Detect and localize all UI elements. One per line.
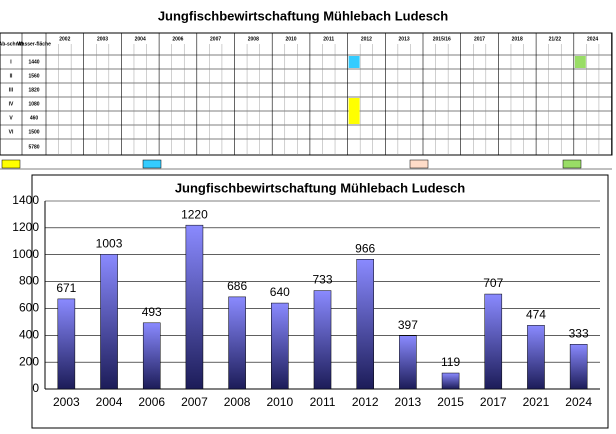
y-tick-label: 400 (19, 327, 39, 341)
bar (527, 325, 545, 390)
value-label: 1003 (96, 236, 123, 250)
x-tick-label: 2003 (53, 395, 80, 409)
table-cell: 5780 (28, 144, 39, 150)
bar (100, 254, 118, 390)
header-cell: 2015/16 (433, 36, 451, 42)
header-cell: 2018 (512, 36, 523, 42)
chart: 0 200 400 600 800 1000 1200 1400 2003 671 2004 1003… (12, 193, 600, 409)
value-label: 119 (441, 355, 460, 369)
y-tick-label: 1000 (12, 247, 39, 261)
x-tick-label: 2004 (96, 395, 123, 409)
bar (185, 224, 204, 390)
header-cell: 2006 (172, 36, 183, 42)
header-cell: 21/22 (549, 36, 562, 42)
cell-green (574, 56, 586, 68)
header-cell: 2003 (97, 36, 108, 42)
value-label: 474 (526, 308, 546, 322)
value-label: 640 (270, 285, 290, 299)
value-label: 686 (227, 279, 247, 293)
value-label: 733 (312, 273, 332, 287)
header-cell: 2010 (285, 36, 296, 42)
table-cell: 1560 (28, 73, 39, 79)
x-tick-label: 2007 (181, 395, 208, 409)
y-tick-label: 200 (19, 354, 39, 368)
header-cell: Ab-schnitt (0, 41, 24, 47)
x-tick-label: 2011 (310, 395, 336, 409)
y-tick-label: 600 (19, 301, 39, 315)
y-tick-label: 1400 (12, 193, 39, 207)
x-tick-label: 2021 (523, 395, 550, 409)
header-cell: 2004 (135, 36, 146, 42)
table-cell: 1500 (28, 129, 39, 135)
header-cell: 2011 (323, 36, 334, 42)
x-tick-label: 2006 (138, 395, 165, 409)
bar (271, 302, 289, 390)
bar (399, 335, 417, 390)
value-label: 1220 (181, 207, 208, 221)
value-label: 966 (355, 241, 375, 255)
header-cell: 2012 (361, 36, 372, 42)
table-cell: IV (9, 101, 14, 107)
x-tick-label: 2013 (395, 395, 422, 409)
header-cell: 2002 (59, 36, 70, 42)
header-cell: 2013 (399, 36, 410, 42)
x-tick-label: 2024 (565, 395, 592, 409)
header-cell: 2024 (587, 36, 598, 42)
table-cell: III (9, 87, 14, 93)
value-label: 333 (569, 326, 589, 340)
cell-blue (348, 56, 360, 68)
y-tick-label: 0 (32, 381, 39, 395)
bar (484, 293, 503, 390)
value-label: 707 (483, 276, 503, 290)
table-cell: 1080 (28, 101, 39, 107)
table-cell: V (9, 115, 13, 121)
table-cell: VI (9, 129, 14, 135)
chart-title: Jungfischbewirtschaftung Mühlebach Ludes… (175, 180, 465, 195)
x-tick-label: 2017 (480, 395, 507, 409)
bar (441, 372, 460, 390)
bar (356, 259, 374, 390)
bar (142, 322, 161, 390)
table-cell: II (10, 73, 13, 79)
value-label: 397 (398, 318, 418, 332)
bar (228, 296, 246, 390)
x-tick-label: 2012 (352, 395, 379, 409)
value-label: 671 (56, 281, 76, 295)
header-cell: 2007 (210, 36, 221, 42)
table-cell: 1440 (28, 59, 39, 65)
table-cell: I (10, 59, 12, 65)
bar (569, 344, 588, 390)
x-tick-label: 2008 (224, 395, 251, 409)
table-frame (0, 32, 613, 156)
y-tick-label: 1200 (12, 220, 39, 234)
bar (313, 290, 332, 390)
x-tick-label: 2010 (266, 395, 293, 409)
table-cell: 460 (30, 115, 39, 121)
table-cell: 1820 (28, 87, 39, 93)
y-tick-label: 800 (19, 274, 39, 288)
cell-yellow (348, 98, 360, 124)
value-label: 493 (142, 305, 162, 319)
legend-strip (0, 159, 612, 170)
x-tick-label: 2015 (437, 395, 464, 409)
bar (57, 298, 76, 390)
header-cell: Wasser-fläche (17, 41, 51, 47)
header-cell: 2017 (474, 36, 485, 42)
sheet-title: Jungfischbewirtschaftung Mühlebach Ludes… (158, 8, 448, 23)
header-cell: 2008 (248, 36, 259, 42)
